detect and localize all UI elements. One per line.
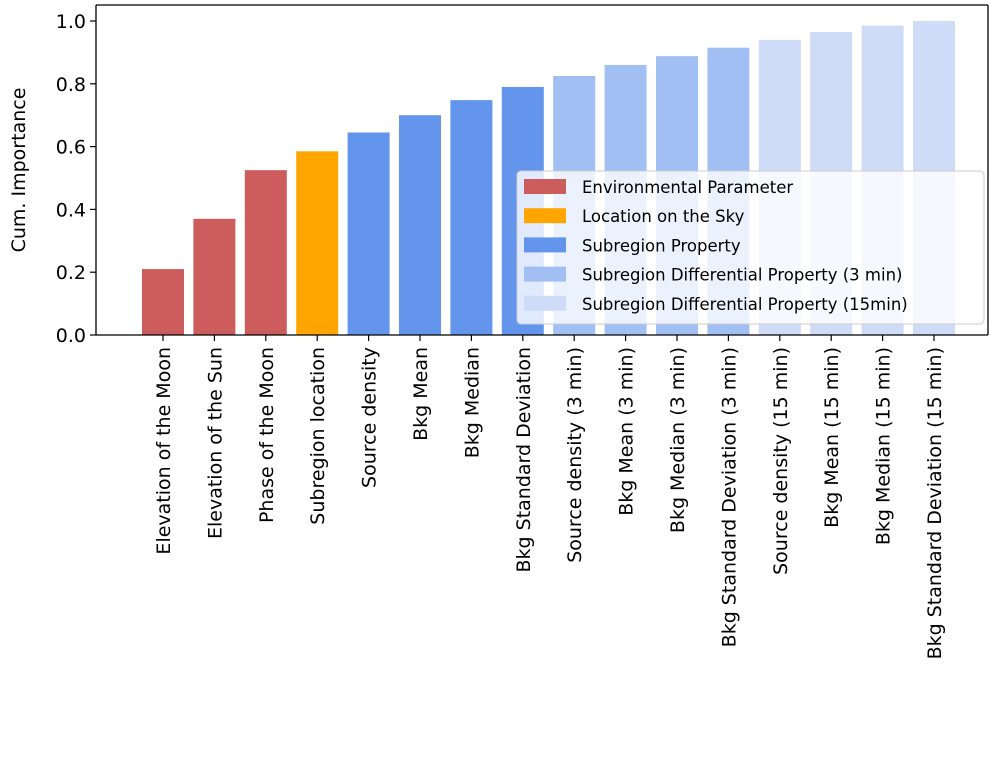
x-tick-label: Elevation of the Sun — [204, 347, 226, 539]
legend-label: Subregion Property — [582, 236, 741, 255]
y-tick-label: 0.6 — [56, 137, 86, 159]
x-tick-label: Source density (3 min) — [564, 347, 586, 563]
bar-7 — [450, 100, 493, 336]
x-tick-label: Bkg Mean (15 min) — [821, 347, 843, 528]
bar-6 — [399, 115, 441, 335]
legend-swatch — [524, 237, 566, 253]
bar-1 — [142, 269, 184, 335]
legend-swatch — [524, 295, 566, 311]
x-tick-label: Subregion location — [307, 347, 329, 525]
x-tick-label: Bkg Standard Deviation — [513, 347, 535, 573]
legend-swatch — [524, 266, 566, 282]
x-tick-label: Bkg Median (3 min) — [667, 347, 689, 533]
x-ticks-layer: Elevation of the Moon Elevation of the Su… — [153, 335, 946, 659]
x-tick-label: Bkg Standard Deviation (15 min) — [924, 347, 946, 659]
legend-swatch — [524, 179, 566, 194]
y-axis-label: Cum. Importance — [8, 88, 30, 253]
legend-box — [516, 170, 985, 325]
bar-4 — [296, 151, 339, 335]
legend: Environmental Parameter Location on the S… — [516, 170, 985, 325]
legend-swatch — [524, 208, 566, 224]
y-tick-label: 0.0 — [56, 325, 86, 347]
y-tick-label: 0.2 — [56, 262, 86, 284]
axes-layer — [95, 4, 989, 336]
bar-2 — [193, 218, 236, 335]
x-tick-label: Bkg Mean — [410, 347, 432, 441]
legend-label: Location on the Sky — [582, 207, 745, 226]
legend-label: Subregion Differential Property (3 min) — [582, 266, 902, 285]
legend-label: Environmental Parameter — [582, 178, 793, 197]
bar-5 — [347, 132, 390, 335]
x-tick-label: Elevation of the Moon — [153, 347, 175, 555]
y-tick-label: 0.4 — [56, 199, 86, 221]
x-tick-label: Bkg Standard Deviation (3 min) — [718, 347, 740, 647]
x-tick-label: Bkg Median — [461, 347, 483, 458]
x-tick-label: Source density — [359, 347, 381, 488]
x-tick-label: Phase of the Moon — [256, 347, 278, 523]
bar-3 — [244, 170, 287, 335]
legend-label: Subregion Differential Property (15min) — [582, 295, 908, 314]
y-tick-label: 0.8 — [56, 74, 86, 96]
x-tick-label: Bkg Median (15 min) — [873, 347, 895, 545]
y-ticks-layer: 0.0 0.2 0.4 0.6 0.8 1.0 — [56, 11, 96, 347]
y-tick-label: 1.0 — [56, 11, 86, 33]
x-tick-label: Bkg Mean (3 min) — [616, 347, 638, 516]
x-tick-label: Source density (15 min) — [770, 347, 792, 575]
